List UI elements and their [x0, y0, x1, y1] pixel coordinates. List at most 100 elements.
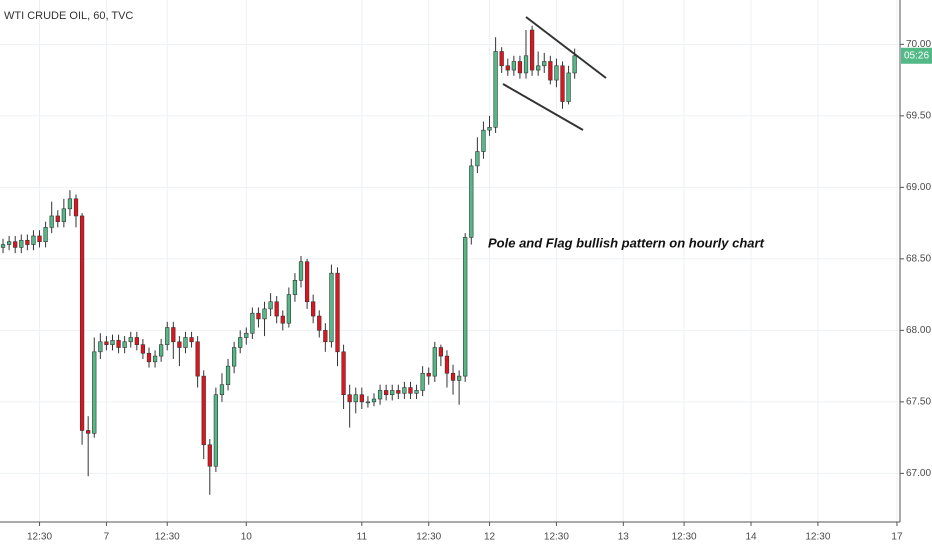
candle-body [25, 239, 30, 245]
candle-body [456, 375, 462, 381]
candle-body [201, 375, 206, 446]
candle-body [61, 208, 66, 222]
candle-body [244, 332, 249, 338]
candle-body [353, 394, 358, 403]
candle-body [475, 151, 480, 167]
candle-body [286, 294, 291, 324]
candle-body [104, 341, 109, 345]
labels: 67.00 67.50 68.00 68.50 69.00 69.50 70.00 12:30… [27, 39, 932, 543]
y-tick-label: 68.50 [906, 253, 931, 264]
candle-body [511, 61, 516, 71]
candle-body [146, 352, 152, 363]
candle-body [347, 394, 352, 403]
candle-body [122, 341, 127, 348]
x-tick-label: 12:30 [672, 532, 697, 543]
candle-body [323, 330, 328, 343]
candle-body [0, 244, 6, 248]
candle-body [19, 239, 24, 248]
candle-body [499, 51, 504, 67]
candle-body [67, 198, 73, 210]
candle-body [177, 341, 182, 348]
candle-body [438, 347, 444, 357]
candle-body [481, 129, 486, 152]
candle-body [359, 394, 364, 403]
candle-body [37, 235, 42, 242]
candle-body [536, 65, 541, 71]
candle-body [371, 398, 377, 403]
candle-body [134, 337, 139, 345]
x-tick-label: 12:30 [27, 532, 52, 543]
candle-body [487, 126, 492, 131]
candle-body [432, 347, 437, 377]
candle-body [384, 390, 389, 396]
candle-body [365, 401, 371, 404]
candle-body [31, 235, 36, 245]
chart-title: WTI CRUDE OIL, 60, TVC [4, 10, 133, 22]
candle-body [304, 261, 310, 303]
candle-body [414, 390, 419, 394]
y-tick-label: 67.50 [906, 397, 931, 408]
candle-body [298, 261, 304, 281]
x-tick-label: 13 [618, 532, 630, 543]
candle-body [402, 387, 407, 394]
candle-body [335, 272, 340, 353]
candle-body [420, 372, 425, 391]
candle-body [280, 315, 285, 324]
countdown-label: 05:26 [904, 50, 929, 61]
candle-body [171, 327, 176, 343]
candle-body [341, 351, 346, 396]
candle-body [250, 312, 255, 334]
candle-body [274, 301, 279, 317]
x-tick-label: 11 [357, 532, 368, 543]
y-tick-label: 67.00 [906, 468, 931, 479]
candle-body [517, 61, 523, 74]
candle-body [213, 394, 219, 467]
candle-body [116, 340, 121, 348]
x-tick-label: 12:30 [805, 532, 830, 543]
y-tick-label: 69.50 [906, 110, 931, 121]
candle-body [560, 65, 565, 102]
candle-body [43, 227, 48, 242]
candle-body [256, 312, 261, 320]
candle-body [73, 198, 79, 217]
candle-body [377, 390, 383, 400]
annotation: Pole and Flag bullish pattern on hourly … [488, 235, 765, 250]
y-tick-label: 70.00 [906, 39, 931, 50]
candle-body [159, 344, 164, 357]
candle-body [463, 237, 468, 377]
candle-body [444, 355, 450, 374]
candle-body [189, 337, 194, 343]
x-tick-label: 12:30 [416, 532, 441, 543]
x-tick-label: 14 [745, 532, 757, 543]
candle-body [86, 430, 91, 434]
candle-body [152, 355, 158, 363]
candle-body [505, 65, 510, 71]
candle-body [554, 65, 559, 81]
x-tick-label: 7 [104, 532, 110, 543]
candle-body [207, 444, 212, 467]
candle-body [523, 55, 529, 74]
candle-body [195, 341, 200, 377]
candle-body [529, 29, 535, 71]
candle-body [165, 327, 170, 345]
candle-body [98, 341, 103, 353]
candle-body [268, 301, 273, 310]
candle-body [262, 308, 267, 320]
candle-body [329, 272, 334, 343]
candle-body [238, 337, 243, 348]
candle-body [183, 337, 188, 348]
candle-body [311, 301, 316, 317]
flag-upper-line [525, 16, 607, 79]
candle-body [219, 384, 225, 396]
candle-body [566, 72, 571, 102]
candle-body [49, 215, 54, 228]
flag-lower-line [502, 83, 584, 131]
y-tick-label: 68.00 [906, 325, 931, 336]
candle-body [110, 340, 115, 345]
candle-body [450, 372, 456, 381]
candle-body [225, 365, 231, 386]
candle-body [396, 390, 401, 394]
candle-body [542, 61, 547, 67]
candle-body [317, 315, 322, 331]
